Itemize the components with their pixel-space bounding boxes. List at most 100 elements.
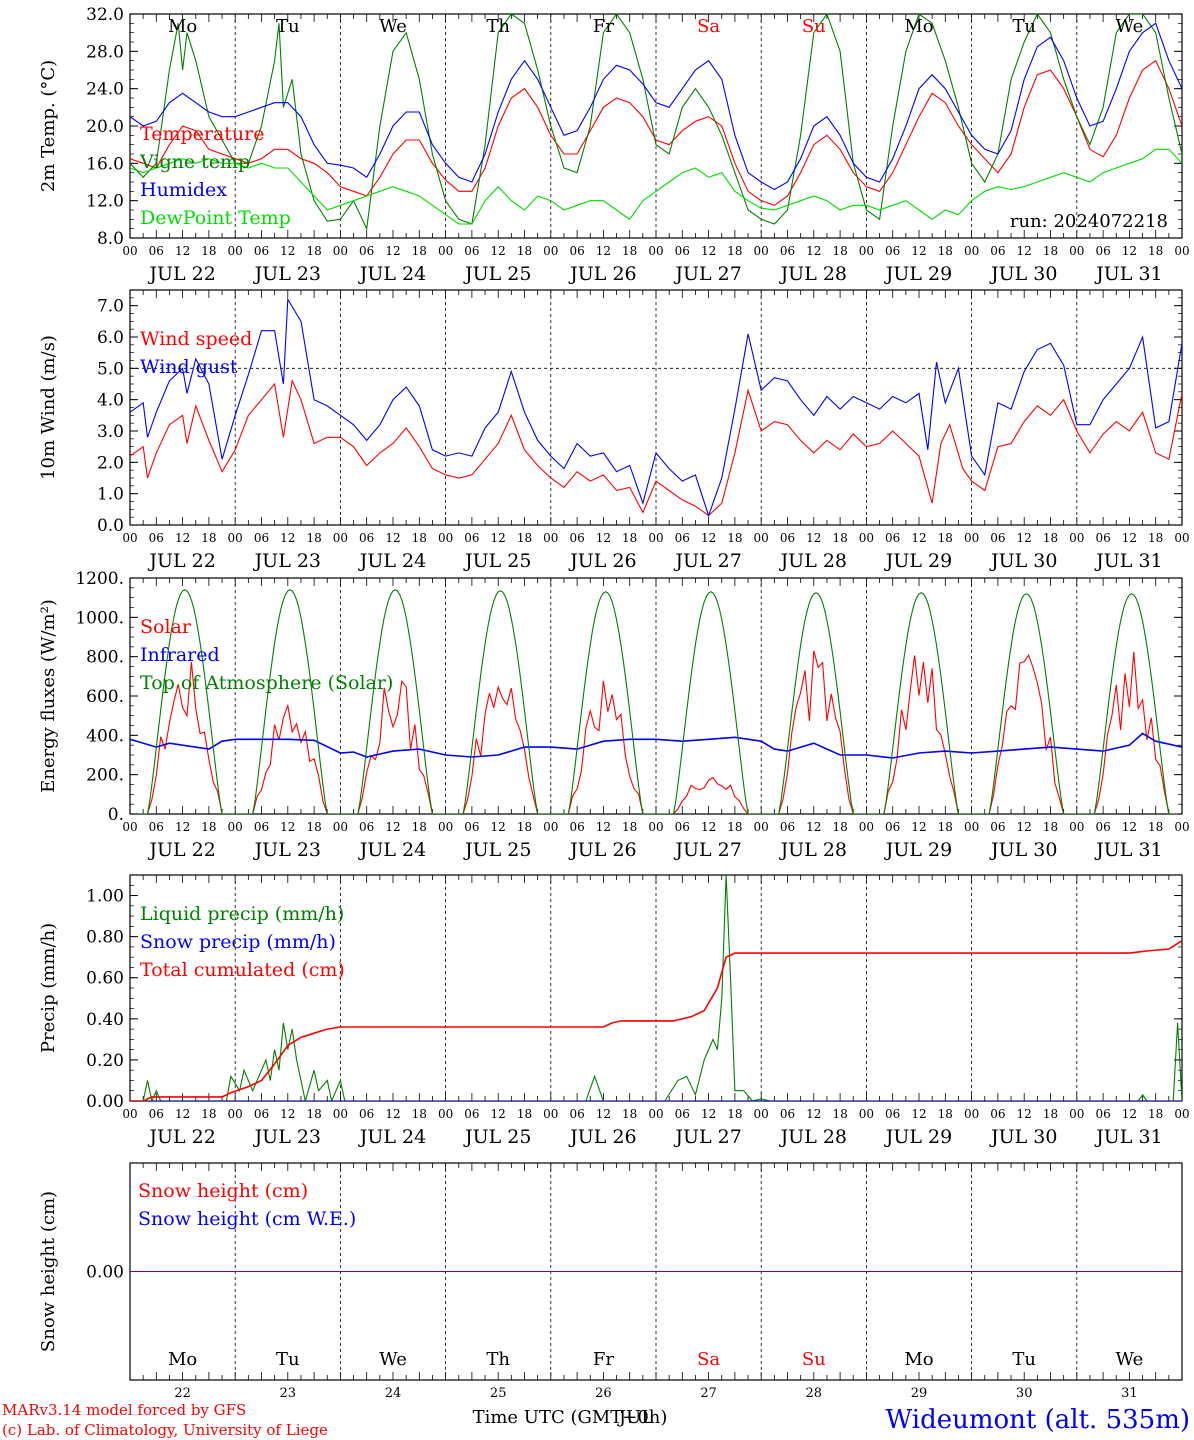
legend-entry: Humidex [140, 179, 227, 201]
y-tick-label: 2.0 [97, 453, 124, 473]
panel-2: 0.0 1.0 2.0 3.0 4.0 5.0 6.0 7.0 10m Wind (m/s) 00… [38, 289, 1190, 572]
hour-tick-label: 06 [675, 244, 690, 258]
y-tick-label: 7.0 [97, 297, 124, 317]
hour-tick-label: 06 [464, 244, 479, 258]
hour-tick-label: 18 [1148, 244, 1163, 258]
date-label: JUL 22 [147, 550, 215, 572]
legend-entry: Solar [140, 616, 192, 638]
y-tick-label: 32.0 [86, 5, 124, 25]
date-label: JUL 28 [779, 550, 847, 572]
date-label: JUL 27 [673, 839, 741, 861]
y-tick-label: 0.0 [97, 516, 124, 536]
hour-tick-label: 00 [438, 1107, 453, 1121]
weekday-label: We [1116, 16, 1144, 37]
y-tick-label: 0. [108, 805, 124, 825]
hour-tick-label: 06 [780, 1107, 795, 1121]
hour-tick-label: 00 [859, 820, 874, 834]
legend-entry: Snow height (cm W.E.) [138, 1208, 356, 1230]
date-label: JUL 29 [884, 550, 952, 572]
hour-tick-label: 00 [1174, 1107, 1189, 1121]
hour-tick-label: 12 [1017, 244, 1032, 258]
weekday-label: Sa [697, 16, 720, 37]
y-tick-label: 400. [86, 726, 124, 746]
hour-tick-label: 18 [517, 531, 532, 545]
hour-tick-label: 12 [385, 1107, 400, 1121]
hour-tick-label: 00 [543, 820, 558, 834]
legend-entry: Total cumulated (cm) [140, 959, 345, 981]
y-tick-label: 600. [86, 687, 124, 707]
hour-tick-label: 00 [754, 1107, 769, 1121]
hour-tick-label: 06 [675, 820, 690, 834]
hour-tick-label: 06 [464, 531, 479, 545]
date-label: JUL 31 [1094, 550, 1162, 572]
hour-tick-label: 18 [938, 820, 953, 834]
hour-tick-label: 06 [990, 820, 1005, 834]
panels: 8.0 12.0 16.0 20.0 24.0 28.0 32.0 2m Temp. (°C)… [38, 5, 1190, 1401]
series-line-wind-gust [130, 297, 1182, 518]
hour-tick-label: 12 [806, 244, 821, 258]
y-tick-label: 12.0 [86, 192, 124, 212]
hour-tick-label: 00 [648, 531, 663, 545]
y-axis-label: Energy fluxes (W/m²) [38, 599, 59, 793]
weekday-label: Tu [1012, 16, 1036, 37]
date-label: JUL 23 [253, 263, 321, 285]
hour-tick-label: 18 [306, 531, 321, 545]
hour-tick-label: 12 [701, 244, 716, 258]
y-tick-label: 0.00 [86, 1092, 124, 1112]
hour-tick-label: 00 [122, 244, 137, 258]
hour-tick-label: 18 [622, 531, 637, 545]
date-label: JUL 22 [147, 1126, 215, 1148]
hour-tick-label: 00 [754, 820, 769, 834]
hour-tick-label: 18 [1148, 1107, 1163, 1121]
weekday-label: Sa [697, 1349, 720, 1370]
hour-tick-label: 00 [543, 1107, 558, 1121]
date-label: JUL 25 [463, 839, 531, 861]
legend-entry: Temperature [140, 123, 264, 145]
date-label: JUL 24 [358, 839, 426, 861]
weekday-label: Fr [593, 16, 614, 37]
hour-tick-label: 18 [727, 1107, 742, 1121]
hour-tick-label: 18 [1043, 1107, 1058, 1121]
series-group [130, 297, 1182, 518]
hour-tick-label: 00 [333, 244, 348, 258]
date-label: JUL 25 [463, 1126, 531, 1148]
hour-tick-label: 18 [1043, 244, 1058, 258]
hour-tick-label: 06 [780, 820, 795, 834]
series-line-total-cumulated-cm- [130, 940, 1182, 1101]
hour-tick-label: 12 [596, 244, 611, 258]
hour-tick-label: 12 [1122, 1107, 1137, 1121]
date-label: JUL 23 [253, 839, 321, 861]
hour-tick-label: 12 [596, 1107, 611, 1121]
hour-tick-label: 18 [832, 1107, 847, 1121]
hour-tick-label: 06 [990, 244, 1005, 258]
hour-tick-label: 06 [254, 531, 269, 545]
hour-tick-label: 06 [569, 1107, 584, 1121]
date-label: JUL 29 [884, 839, 952, 861]
hour-tick-label: 06 [569, 244, 584, 258]
legend-entry: Infrared [140, 644, 220, 666]
hour-tick-label: 18 [201, 1107, 216, 1121]
hour-tick-label: 12 [280, 1107, 295, 1121]
y-axis-label: Snow height (cm) [38, 1191, 59, 1352]
hour-tick-label: 06 [885, 1107, 900, 1121]
date-label: JUL 24 [358, 550, 426, 572]
hour-tick-label: 00 [648, 1107, 663, 1121]
hour-tick-label: 00 [1069, 1107, 1084, 1121]
y-tick-label: 5.0 [97, 359, 124, 379]
y-tick-label: 16.0 [86, 154, 124, 174]
hour-tick-label: 18 [1148, 820, 1163, 834]
hour-tick-label: 18 [832, 244, 847, 258]
hour-tick-label: 00 [964, 244, 979, 258]
weekday-label: We [1116, 1349, 1144, 1370]
hour-tick-label: 00 [1069, 531, 1084, 545]
hour-tick-label: 06 [1095, 1107, 1110, 1121]
date-label: JUL 31 [1094, 263, 1162, 285]
day-number-label: 30 [1016, 1386, 1033, 1401]
y-tick-label: 0.00 [86, 1263, 124, 1283]
hour-tick-label: 06 [254, 820, 269, 834]
date-label: JUL 28 [779, 263, 847, 285]
hour-tick-label: 12 [280, 820, 295, 834]
date-label: JUL 26 [568, 263, 636, 285]
date-label: JUL 22 [147, 839, 215, 861]
run-label: run: 2024072218 [1010, 211, 1168, 232]
